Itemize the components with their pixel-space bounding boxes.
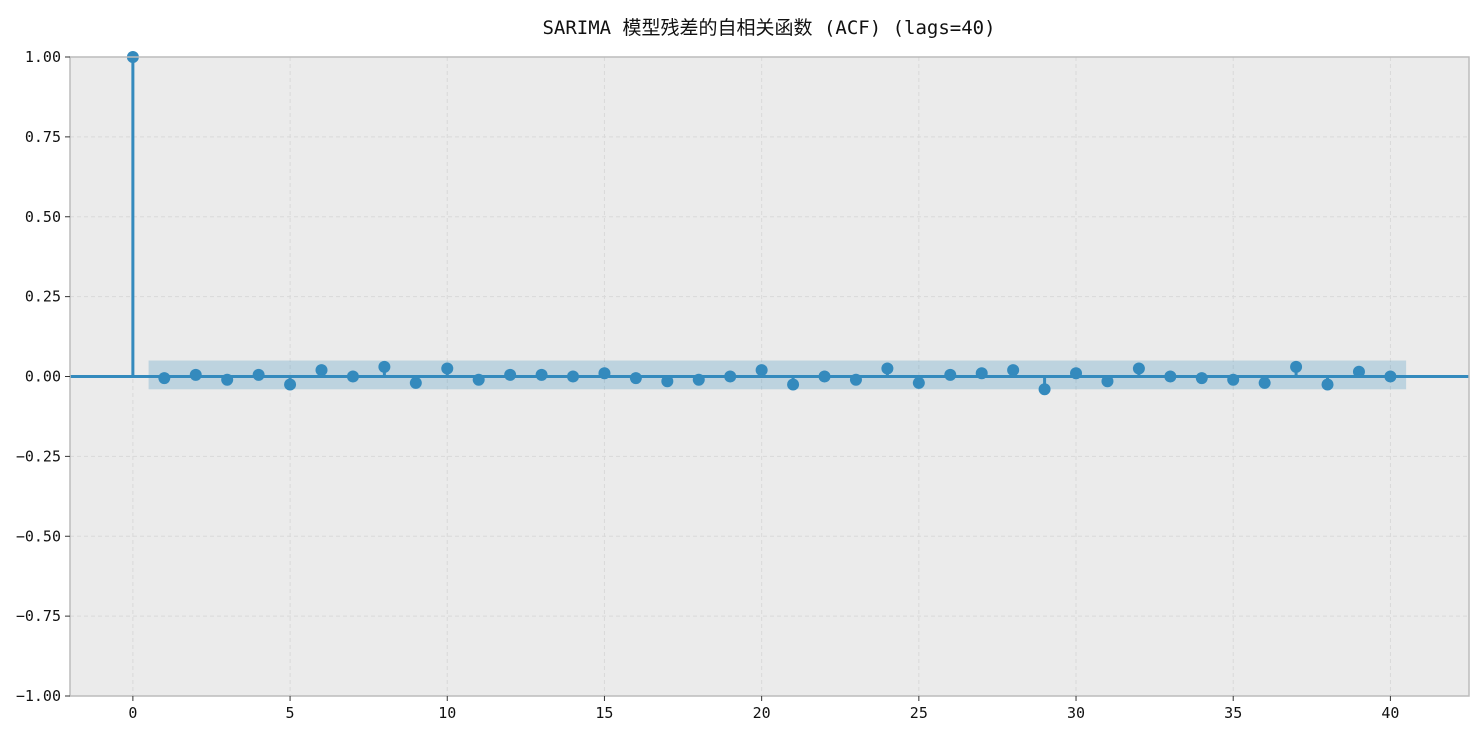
stem-marker [189, 368, 202, 381]
stem-marker [661, 375, 674, 388]
stem-marker [1038, 383, 1051, 396]
x-tick-label: 35 [1224, 704, 1242, 722]
stem-marker [441, 362, 454, 375]
stem-marker [818, 370, 831, 383]
stem-marker [535, 368, 548, 381]
stem-marker [158, 372, 171, 385]
stem-marker [1070, 367, 1083, 380]
stem-marker [567, 370, 580, 383]
y-tick-label: −0.25 [16, 447, 61, 465]
stem-marker [1164, 370, 1177, 383]
x-tick-label: 30 [1067, 704, 1085, 722]
y-tick-label: −0.50 [16, 527, 61, 545]
stem-marker [598, 367, 611, 380]
stem-marker [1290, 360, 1303, 373]
chart-title: SARIMA 模型残差的自相关函数 (ACF) (lags=40) [542, 17, 995, 39]
axes-group: 0 5 10 15 20 25 30 35 40 1.00 0.75 0.50 0.25 0.00 −0.2… [16, 48, 1470, 722]
stem-marker [724, 370, 737, 383]
stem-marker [1132, 362, 1145, 375]
confidence-band [148, 360, 1407, 390]
stem-marker [1384, 370, 1397, 383]
grid-lines [70, 56, 1469, 697]
x-tick-label: 40 [1381, 704, 1399, 722]
stem-marker [1321, 378, 1334, 391]
stem-marker [472, 373, 485, 386]
stems-group [126, 51, 1397, 396]
y-tick-label: 0.00 [25, 368, 61, 386]
stem-marker [1195, 372, 1208, 385]
x-tick-label: 5 [286, 704, 295, 722]
y-tick-label: −0.75 [16, 607, 61, 625]
stem-marker [975, 367, 988, 380]
stem-marker [787, 378, 800, 391]
stem-marker [1352, 365, 1365, 378]
stem-marker [284, 378, 297, 391]
stem-marker [692, 373, 705, 386]
x-tick-label: 10 [438, 704, 456, 722]
x-tick-label: 15 [595, 704, 613, 722]
stem-marker [1101, 375, 1114, 388]
stem-marker [1227, 373, 1240, 386]
y-tick-label: 0.50 [25, 208, 61, 226]
y-tick-label: 0.75 [25, 128, 61, 146]
stem-marker [504, 368, 517, 381]
stem-marker [755, 364, 768, 377]
x-tick-label: 25 [910, 704, 928, 722]
stem-marker [1258, 376, 1271, 389]
stem-marker [881, 362, 894, 375]
y-tick-label: 0.25 [25, 288, 61, 306]
stem-marker [221, 373, 234, 386]
stem-marker [912, 376, 925, 389]
stem-marker [629, 372, 642, 385]
stem-marker [409, 376, 422, 389]
x-tick-label: 0 [128, 704, 137, 722]
stem-marker [315, 364, 328, 377]
stem-marker [1007, 364, 1020, 377]
stem-marker [378, 360, 391, 373]
y-tick-label: 1.00 [25, 48, 61, 66]
stem-marker [252, 368, 265, 381]
stem-marker [849, 373, 862, 386]
stem-marker [346, 370, 359, 383]
y-tick-label: −1.00 [16, 687, 61, 705]
stem-marker [944, 368, 957, 381]
x-tick-label: 20 [753, 704, 771, 722]
